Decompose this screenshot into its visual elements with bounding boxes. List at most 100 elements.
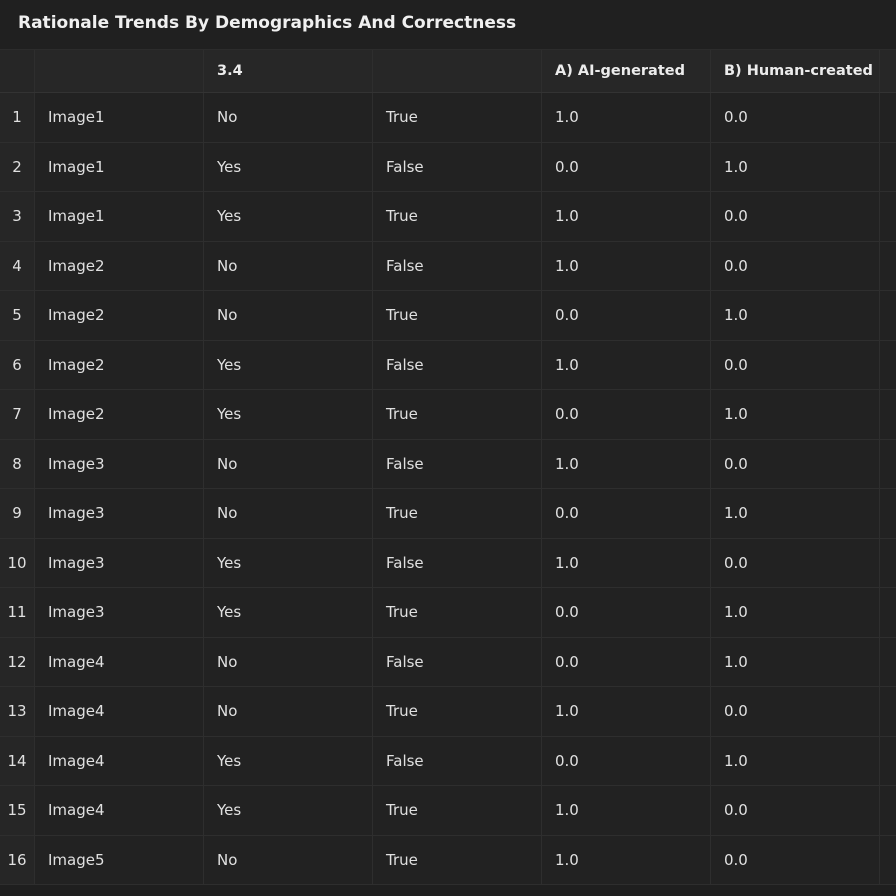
human-created-cell[interactable]: 1.0 [711,736,880,785]
table-row[interactable]: 5 Image2 No True 0.0 1.0 [0,291,896,341]
ai-generated-cell[interactable]: 1.0 [542,340,711,389]
row-index[interactable]: 1 [0,93,35,142]
column-header-human-created[interactable]: B) Human-created [711,50,880,92]
ai-generated-cell[interactable]: 1.0 [542,192,711,241]
column-header-3-4[interactable]: 3.4 [204,50,373,92]
table-row[interactable]: 9 Image3 No True 0.0 1.0 [0,489,896,539]
image-cell[interactable]: Image3 [35,439,204,488]
ai-generated-cell[interactable]: 1.0 [542,93,711,142]
row-index[interactable]: 2 [0,142,35,191]
column-header-ai-generated[interactable]: A) AI-generated [542,50,711,92]
correctness-cell[interactable]: False [373,538,542,587]
value-3-4-cell[interactable]: No [204,835,373,884]
value-3-4-cell[interactable]: Yes [204,588,373,637]
image-cell[interactable]: Image4 [35,786,204,835]
human-created-cell[interactable]: 0.0 [711,192,880,241]
image-cell[interactable]: Image2 [35,340,204,389]
correctness-cell[interactable]: False [373,439,542,488]
value-3-4-cell[interactable]: No [204,637,373,686]
ai-generated-cell[interactable]: 1.0 [542,835,711,884]
table-row[interactable]: 11 Image3 Yes True 0.0 1.0 [0,588,896,638]
table-row[interactable]: 6 Image2 Yes False 1.0 0.0 [0,340,896,390]
image-cell[interactable]: Image5 [35,835,204,884]
human-created-cell[interactable]: 0.0 [711,538,880,587]
correctness-cell[interactable]: False [373,340,542,389]
human-created-cell[interactable]: 1.0 [711,390,880,439]
human-created-cell[interactable]: 0.0 [711,786,880,835]
row-index[interactable]: 10 [0,538,35,587]
row-index[interactable]: 5 [0,291,35,340]
ai-generated-cell[interactable]: 1.0 [542,786,711,835]
ai-generated-cell[interactable]: 0.0 [542,588,711,637]
value-3-4-cell[interactable]: No [204,241,373,290]
ai-generated-cell[interactable]: 0.0 [542,637,711,686]
ai-generated-cell[interactable]: 0.0 [542,390,711,439]
table-row[interactable]: 3 Image1 Yes True 1.0 0.0 [0,192,896,242]
table-row[interactable]: 1 Image1 No True 1.0 0.0 [0,93,896,143]
ai-generated-cell[interactable]: 1.0 [542,538,711,587]
correctness-cell[interactable]: True [373,786,542,835]
column-header-overflow[interactable] [880,50,896,92]
row-index[interactable]: 9 [0,489,35,538]
human-created-cell[interactable]: 1.0 [711,489,880,538]
human-created-cell[interactable]: 0.0 [711,835,880,884]
correctness-cell[interactable]: True [373,291,542,340]
ai-generated-cell[interactable]: 0.0 [542,142,711,191]
table-row[interactable]: 10 Image3 Yes False 1.0 0.0 [0,538,896,588]
table-row[interactable]: 4 Image2 No False 1.0 0.0 [0,241,896,291]
ai-generated-cell[interactable]: 0.0 [542,489,711,538]
value-3-4-cell[interactable]: Yes [204,390,373,439]
value-3-4-cell[interactable]: Yes [204,538,373,587]
human-created-cell[interactable]: 1.0 [711,142,880,191]
row-index[interactable]: 4 [0,241,35,290]
correctness-cell[interactable]: True [373,192,542,241]
value-3-4-cell[interactable]: Yes [204,142,373,191]
image-cell[interactable]: Image4 [35,637,204,686]
image-cell[interactable]: Image3 [35,538,204,587]
correctness-cell[interactable]: True [373,687,542,736]
human-created-cell[interactable]: 0.0 [711,93,880,142]
image-cell[interactable]: Image2 [35,291,204,340]
table-row[interactable]: 7 Image2 Yes True 0.0 1.0 [0,390,896,440]
human-created-cell[interactable]: 1.0 [711,588,880,637]
image-cell[interactable]: Image4 [35,736,204,785]
correctness-cell[interactable]: False [373,241,542,290]
ai-generated-cell[interactable]: 0.0 [542,291,711,340]
correctness-cell[interactable]: False [373,142,542,191]
value-3-4-cell[interactable]: No [204,93,373,142]
value-3-4-cell[interactable]: No [204,687,373,736]
image-cell[interactable]: Image1 [35,93,204,142]
correctness-cell[interactable]: False [373,736,542,785]
human-created-cell[interactable]: 0.0 [711,439,880,488]
row-index[interactable]: 14 [0,736,35,785]
image-cell[interactable]: Image1 [35,142,204,191]
human-created-cell[interactable]: 1.0 [711,291,880,340]
row-index[interactable]: 15 [0,786,35,835]
human-created-cell[interactable]: 1.0 [711,637,880,686]
correctness-cell[interactable]: False [373,637,542,686]
value-3-4-cell[interactable]: No [204,291,373,340]
table-row[interactable]: 15 Image4 Yes True 1.0 0.0 [0,786,896,836]
image-cell[interactable]: Image3 [35,489,204,538]
table-row[interactable]: 8 Image3 No False 1.0 0.0 [0,439,896,489]
row-index[interactable]: 3 [0,192,35,241]
image-cell[interactable]: Image2 [35,241,204,290]
value-3-4-cell[interactable]: Yes [204,786,373,835]
correctness-cell[interactable]: True [373,835,542,884]
ai-generated-cell[interactable]: 1.0 [542,687,711,736]
row-index[interactable]: 7 [0,390,35,439]
ai-generated-cell[interactable]: 1.0 [542,241,711,290]
ai-generated-cell[interactable]: 1.0 [542,439,711,488]
value-3-4-cell[interactable]: Yes [204,192,373,241]
image-cell[interactable]: Image4 [35,687,204,736]
image-cell[interactable]: Image3 [35,588,204,637]
image-cell[interactable]: Image2 [35,390,204,439]
correctness-cell[interactable]: True [373,93,542,142]
row-index[interactable]: 6 [0,340,35,389]
row-index[interactable]: 8 [0,439,35,488]
human-created-cell[interactable]: 0.0 [711,340,880,389]
table-row[interactable]: 12 Image4 No False 0.0 1.0 [0,637,896,687]
value-3-4-cell[interactable]: Yes [204,340,373,389]
column-header-index[interactable] [0,50,35,92]
row-index[interactable]: 16 [0,835,35,884]
